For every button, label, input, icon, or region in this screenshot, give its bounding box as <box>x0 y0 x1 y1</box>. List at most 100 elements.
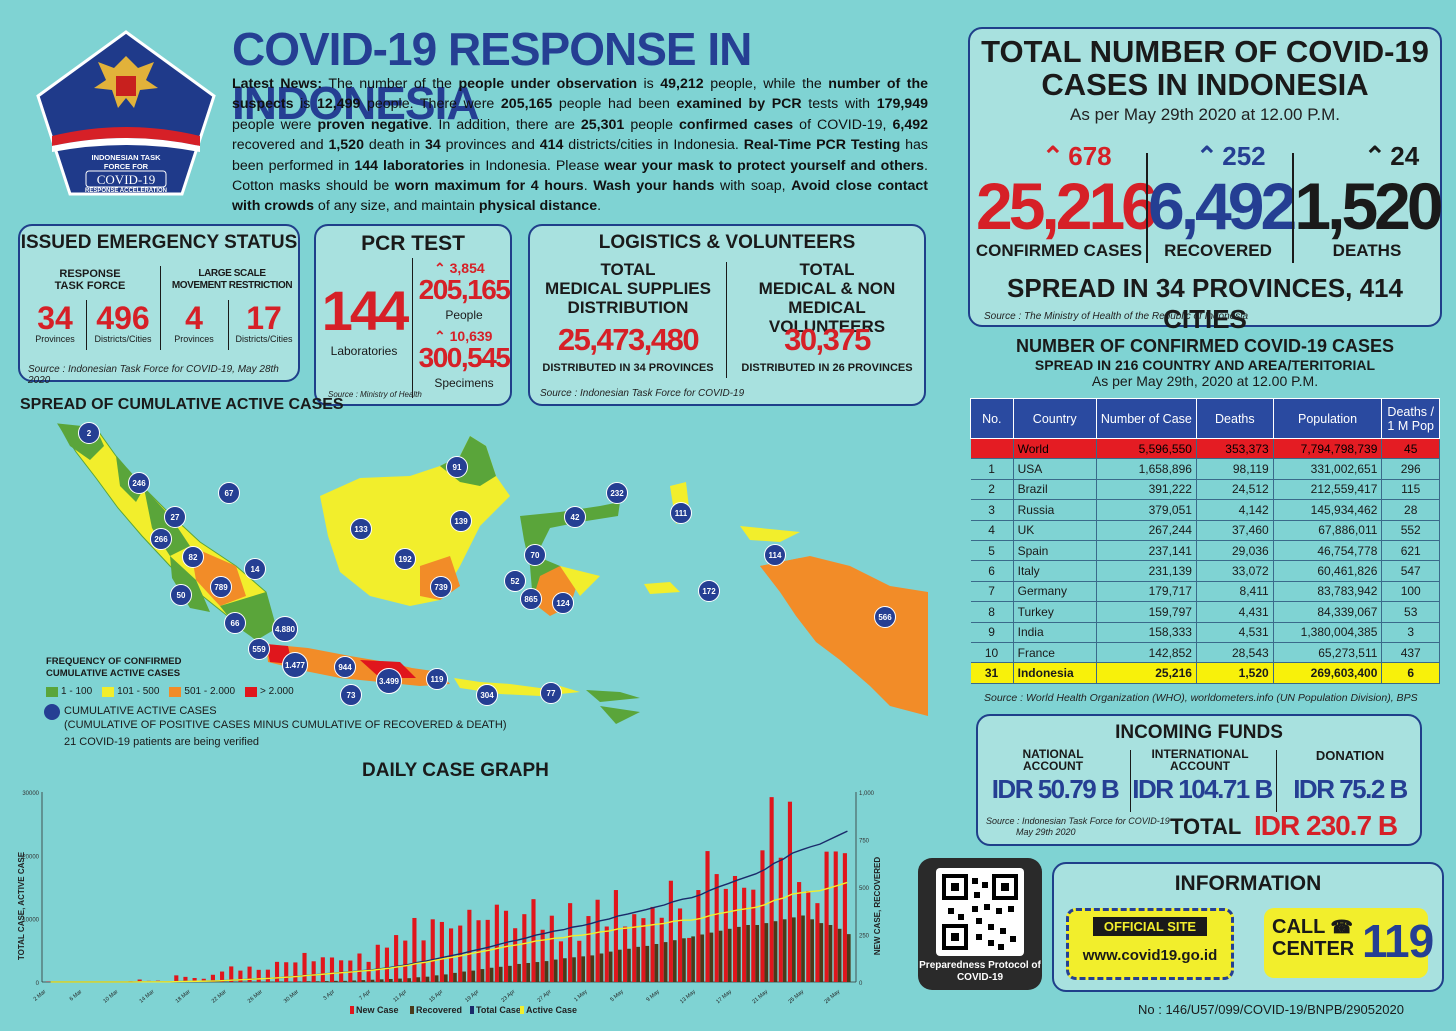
y-tick-label: 30000 <box>22 791 39 797</box>
table-cell: 296 <box>1382 459 1440 479</box>
table-cell: Turkey <box>1013 602 1096 622</box>
table-cell: 31 <box>971 663 1014 683</box>
table-cell: 25,216 <box>1096 663 1196 683</box>
new-case-bar <box>605 927 609 982</box>
recovered-label: RECOVERED <box>1148 241 1288 261</box>
x-tick-label: 6 Mar <box>69 989 84 1003</box>
recovered-bar <box>737 927 741 982</box>
official-site-card[interactable]: OFFICIAL SITE www.covid19.go.id <box>1066 908 1234 980</box>
supplies-value: 25,473,480 <box>534 322 722 358</box>
funds-title: INCOMING FUNDS <box>978 722 1420 744</box>
y2-tick-label: 1,000 <box>859 791 875 797</box>
recovered-bar <box>838 929 842 982</box>
recovered-bar <box>819 923 823 982</box>
chart-title: DAILY CASE GRAPH <box>362 760 549 782</box>
news-segment: people, while the <box>704 76 829 92</box>
table-cell: 3 <box>971 500 1014 520</box>
recovered-bar <box>755 925 759 982</box>
new-case-bar <box>687 938 691 982</box>
total-title-line2: CASES IN INDONESIA <box>970 68 1440 101</box>
y-axis-label: TOTAL CASE, ACTIVE CASE <box>17 851 26 960</box>
recovered-bar <box>636 947 640 982</box>
case-bubble: 304 <box>476 684 498 706</box>
news-segment: in Indonesia. Please <box>464 158 604 174</box>
table-cell: 100 <box>1382 581 1440 601</box>
new-case-bar <box>614 890 618 982</box>
news-segment: Real-Time PCR Testing <box>744 137 901 153</box>
table-cell: 10 <box>971 642 1014 662</box>
table-cell: 4,142 <box>1196 500 1273 520</box>
table-cell: 353,373 <box>1196 439 1273 459</box>
news-segment: 1,520 <box>328 137 364 153</box>
table-cell: 4,431 <box>1196 602 1273 622</box>
table-cell: 379,051 <box>1096 500 1196 520</box>
table-cell: 8,411 <box>1196 581 1273 601</box>
rtf-provinces: 34 <box>26 300 84 337</box>
news-segment: Latest News: <box>232 76 322 92</box>
new-case-bar <box>577 941 581 982</box>
table-cell: 158,333 <box>1096 622 1196 642</box>
case-bubble: 42 <box>564 506 586 528</box>
news-segment: confirmed cases <box>679 117 793 133</box>
recovered-bar <box>728 929 732 982</box>
new-case-bar <box>815 903 819 982</box>
recovered-bar <box>398 979 402 982</box>
new-case-bar <box>550 916 554 982</box>
x-tick-label: 2 Mar <box>33 989 48 1003</box>
new-case-bar <box>522 914 526 982</box>
specimens-value: 300,545 <box>414 342 514 374</box>
legend-label: Total Case <box>476 1005 521 1015</box>
call-center-card[interactable]: CALL ☎ CENTER 119 <box>1264 908 1428 978</box>
table-cell: 115 <box>1382 479 1440 499</box>
call-center-number[interactable]: 119 <box>1362 914 1433 968</box>
recovered-bar <box>673 940 677 982</box>
supplies-sub: DISTRIBUTED IN 34 PROVINCES <box>534 362 722 374</box>
x-tick-label: 26 Mar <box>247 989 264 1005</box>
case-bubble: 139 <box>450 510 472 532</box>
table-cell: Germany <box>1013 581 1096 601</box>
news-segment: death in <box>364 137 425 153</box>
table-cell: 267,244 <box>1096 520 1196 540</box>
x-tick-label: 1 May <box>573 989 589 1003</box>
official-site-url[interactable]: www.covid19.go.id <box>1069 947 1231 964</box>
case-bubble: 124 <box>552 592 574 614</box>
table-cell: 28,543 <box>1196 642 1273 662</box>
new-case-bar <box>632 914 636 982</box>
legend-swatch <box>470 1006 474 1014</box>
recovered-bar <box>609 952 613 982</box>
total-source: Source : The Ministry of Health of the R… <box>984 311 1248 322</box>
y2-tick-label: 500 <box>859 886 870 892</box>
col-no: No. <box>971 399 1014 439</box>
table-cell: 33,072 <box>1196 561 1273 581</box>
y2-axis-label: NEW CASE, RECOVERED <box>873 857 882 955</box>
table-cell: 45 <box>1382 439 1440 459</box>
donation-title: DONATION <box>1280 748 1420 763</box>
news-segment: is <box>294 96 317 112</box>
qr-code[interactable] <box>936 868 1024 956</box>
case-bubble: 4.880 <box>272 616 298 642</box>
recovered-bar <box>655 944 659 982</box>
confirmed-value: 25,216 <box>976 173 1144 239</box>
x-tick-label: 23 Apr <box>500 989 516 1004</box>
case-bubble: 246 <box>128 472 150 494</box>
donation-value: IDR 75.2 B <box>1280 774 1420 805</box>
recovered-bar <box>563 958 567 982</box>
case-bubble: 566 <box>874 606 896 628</box>
x-tick-label: 10 Mar <box>102 989 119 1005</box>
table-cell: 145,934,462 <box>1273 500 1382 520</box>
confirmed-table-asof: As per May 29th, 2020 at 12.00 P.M. <box>968 373 1442 389</box>
document-number: No : 146/U57/099/COVID-19/BNPB/29052020 <box>1138 1002 1404 1017</box>
new-case-bar <box>513 928 517 982</box>
latest-news-paragraph: Latest News: The number of the people un… <box>232 74 928 217</box>
new-case-bar <box>367 962 371 982</box>
recovered-bar <box>682 938 686 982</box>
news-segment: districts/cities in Indonesia. <box>563 137 743 153</box>
phone-icon: ☎ <box>1331 917 1353 937</box>
new-case-bar <box>751 890 755 982</box>
new-case-bar <box>467 910 471 982</box>
